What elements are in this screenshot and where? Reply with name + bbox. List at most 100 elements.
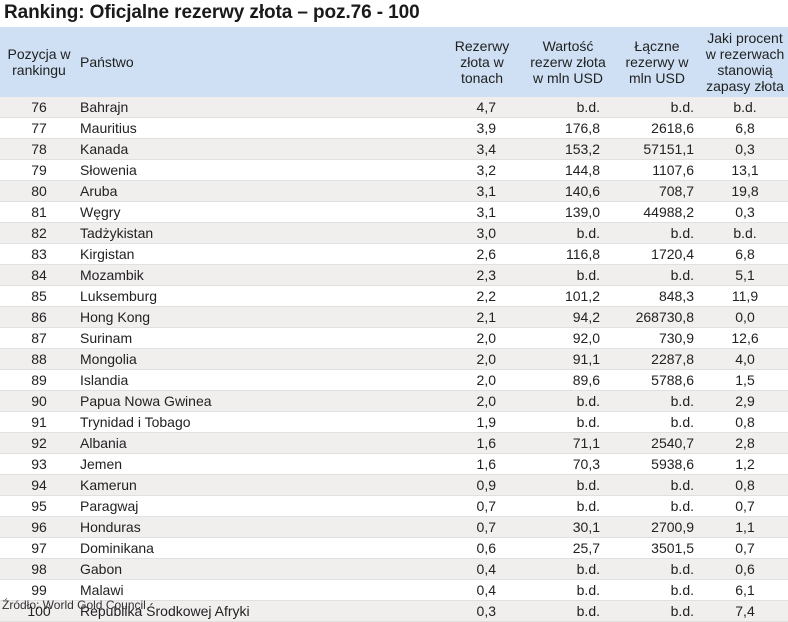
cell-country: Luksemburg bbox=[78, 285, 440, 307]
cell-position: 81 bbox=[0, 201, 78, 223]
cell-position: 98 bbox=[0, 558, 78, 580]
cell-total: b.d. bbox=[612, 264, 702, 286]
cell-reserves: 4,7 bbox=[440, 97, 524, 118]
cell-reserves: 2,3 bbox=[440, 264, 524, 286]
cell-percent: 11,9 bbox=[702, 285, 788, 307]
cell-value: 176,8 bbox=[524, 117, 612, 139]
cell-total: b.d. bbox=[612, 222, 702, 244]
cell-country: Trynidad i Tobago bbox=[78, 411, 440, 433]
table-row: 93 Jemen 1,6 70,3 5938,6 1,2 bbox=[0, 453, 788, 475]
page-title: Ranking: Oficjalne rezerwy złota – poz.7… bbox=[4, 2, 420, 23]
cell-position: 91 bbox=[0, 411, 78, 433]
header-country: Państwo bbox=[78, 27, 440, 97]
cell-reserves: 0,7 bbox=[440, 516, 524, 538]
cell-reserves: 3,0 bbox=[440, 222, 524, 244]
cell-value: 89,6 bbox=[524, 369, 612, 391]
cell-country: Węgry bbox=[78, 201, 440, 223]
cell-percent: 6,8 bbox=[702, 243, 788, 265]
cell-value: b.d. bbox=[524, 222, 612, 244]
cell-value: b.d. bbox=[524, 97, 612, 118]
cell-percent: 13,1 bbox=[702, 159, 788, 181]
cell-value: 139,0 bbox=[524, 201, 612, 223]
cell-total: b.d. bbox=[612, 97, 702, 118]
cell-country: Mozambik bbox=[78, 264, 440, 286]
cell-value: 71,1 bbox=[524, 432, 612, 454]
cell-total: 57151,1 bbox=[612, 138, 702, 160]
table-row: 88 Mongolia 2,0 91,1 2287,8 4,0 bbox=[0, 348, 788, 370]
cell-percent: 12,6 bbox=[702, 327, 788, 349]
cell-position: 96 bbox=[0, 516, 78, 538]
cell-value: 101,2 bbox=[524, 285, 612, 307]
table-row: 87 Surinam 2,0 92,0 730,9 12,6 bbox=[0, 327, 788, 349]
cell-percent: 0,7 bbox=[702, 495, 788, 517]
cell-total: 730,9 bbox=[612, 327, 702, 349]
cell-value: 92,0 bbox=[524, 327, 612, 349]
cell-value: 30,1 bbox=[524, 516, 612, 538]
cell-country: Jemen bbox=[78, 453, 440, 475]
table-row: 85 Luksemburg 2,2 101,2 848,3 11,9 bbox=[0, 285, 788, 307]
table-row: 89 Islandia 2,0 89,6 5788,6 1,5 bbox=[0, 369, 788, 391]
header-row: Pozycja w rankingu Państwo Rezerwy złota… bbox=[0, 27, 788, 97]
cell-value: b.d. bbox=[524, 411, 612, 433]
cell-percent: 0,7 bbox=[702, 537, 788, 559]
cell-position: 92 bbox=[0, 432, 78, 454]
cell-percent: 2,8 bbox=[702, 432, 788, 454]
cell-position: 93 bbox=[0, 453, 78, 475]
cell-percent: 19,8 bbox=[702, 180, 788, 202]
cell-total: 5788,6 bbox=[612, 369, 702, 391]
ranking-table: Pozycja w rankingu Państwo Rezerwy złota… bbox=[0, 27, 788, 622]
header-value: Wartość rezerw złota w mln USD bbox=[524, 27, 612, 97]
cell-total: 848,3 bbox=[612, 285, 702, 307]
cell-reserves: 0,3 bbox=[440, 600, 524, 622]
cell-percent: b.d. bbox=[702, 222, 788, 244]
cell-position: 80 bbox=[0, 180, 78, 202]
cell-position: 89 bbox=[0, 369, 78, 391]
cell-value: 140,6 bbox=[524, 180, 612, 202]
cell-reserves: 1,9 bbox=[440, 411, 524, 433]
cell-country: Aruba bbox=[78, 180, 440, 202]
cell-country: Mongolia bbox=[78, 348, 440, 370]
cell-country: Papua Nowa Gwinea bbox=[78, 390, 440, 412]
cell-total: 5938,6 bbox=[612, 453, 702, 475]
source-note: Źródło: World Gold Council bbox=[2, 598, 146, 612]
table-row: 84 Mozambik 2,3 b.d. b.d. 5,1 bbox=[0, 264, 788, 286]
table-row: 94 Kamerun 0,9 b.d. b.d. 0,8 bbox=[0, 474, 788, 496]
cell-country: Mauritius bbox=[78, 117, 440, 139]
cell-country: Islandia bbox=[78, 369, 440, 391]
cell-percent: 0,8 bbox=[702, 474, 788, 496]
cell-total: b.d. bbox=[612, 600, 702, 622]
header-total: Łączne rezerwy w mln USD bbox=[612, 27, 702, 97]
cell-total: 2540,7 bbox=[612, 432, 702, 454]
cell-country: Bahrajn bbox=[78, 97, 440, 118]
cell-percent: 0,3 bbox=[702, 201, 788, 223]
cell-percent: 0,8 bbox=[702, 411, 788, 433]
cell-position: 97 bbox=[0, 537, 78, 559]
cell-reserves: 2,6 bbox=[440, 243, 524, 265]
cell-percent: 0,0 bbox=[702, 306, 788, 328]
cell-position: 88 bbox=[0, 348, 78, 370]
cell-value: b.d. bbox=[524, 495, 612, 517]
cell-position: 86 bbox=[0, 306, 78, 328]
cell-total: 708,7 bbox=[612, 180, 702, 202]
cell-position: 94 bbox=[0, 474, 78, 496]
cell-position: 84 bbox=[0, 264, 78, 286]
cell-percent: 1,2 bbox=[702, 453, 788, 475]
cell-percent: 2,9 bbox=[702, 390, 788, 412]
cell-total: 2618,6 bbox=[612, 117, 702, 139]
cell-value: b.d. bbox=[524, 558, 612, 580]
table-row: 97 Dominikana 0,6 25,7 3501,5 0,7 bbox=[0, 537, 788, 559]
table-row: 96 Honduras 0,7 30,1 2700,9 1,1 bbox=[0, 516, 788, 538]
header-percent: Jaki procent w rezerwach stanowią zapasy… bbox=[702, 27, 788, 97]
cell-total: 44988,2 bbox=[612, 201, 702, 223]
cell-reserves: 1,6 bbox=[440, 432, 524, 454]
cell-country: Kamerun bbox=[78, 474, 440, 496]
cell-total: b.d. bbox=[612, 390, 702, 412]
cell-value: 91,1 bbox=[524, 348, 612, 370]
cell-position: 85 bbox=[0, 285, 78, 307]
cell-percent: 1,5 bbox=[702, 369, 788, 391]
cell-reserves: 2,2 bbox=[440, 285, 524, 307]
cell-value: b.d. bbox=[524, 474, 612, 496]
cell-position: 77 bbox=[0, 117, 78, 139]
cell-reserves: 0,4 bbox=[440, 558, 524, 580]
cell-country: Kanada bbox=[78, 138, 440, 160]
